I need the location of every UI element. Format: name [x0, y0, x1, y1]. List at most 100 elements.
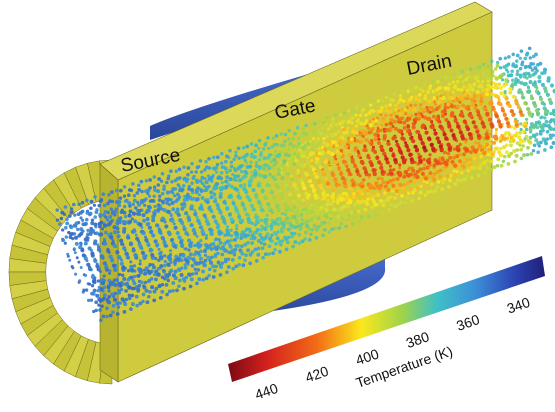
- particle: [443, 102, 448, 106]
- particle: [225, 239, 230, 244]
- particle: [225, 225, 230, 229]
- particle: [208, 208, 214, 213]
- particle: [229, 164, 234, 169]
- particle: [398, 166, 402, 170]
- particle: [276, 185, 281, 190]
- particle: [482, 144, 486, 149]
- particle: [102, 261, 107, 266]
- particle: [205, 185, 210, 190]
- particle: [383, 199, 387, 203]
- particle: [362, 166, 367, 171]
- particle: [289, 174, 293, 178]
- particle: [290, 234, 295, 239]
- particle: [222, 200, 227, 205]
- particle: [171, 273, 176, 278]
- particle: [291, 144, 296, 149]
- particle: [443, 112, 448, 116]
- particle: [296, 193, 301, 198]
- particle: [182, 224, 186, 228]
- particle: [215, 155, 220, 160]
- particle: [243, 233, 248, 238]
- particle: [123, 302, 128, 307]
- particle: [146, 242, 151, 248]
- particle: [269, 224, 274, 229]
- particle: [87, 266, 93, 272]
- particle: [337, 166, 342, 172]
- particle: [189, 204, 194, 209]
- particle: [248, 261, 253, 266]
- particle: [359, 206, 363, 210]
- particle: [66, 252, 70, 256]
- particle: [321, 120, 326, 125]
- particle: [311, 131, 316, 136]
- particle: [376, 140, 382, 146]
- particle: [246, 248, 251, 253]
- particle: [169, 268, 174, 273]
- particle: [146, 217, 150, 221]
- particle: [485, 142, 489, 147]
- particle: [496, 60, 500, 65]
- particle: [238, 178, 243, 183]
- particle: [119, 238, 124, 243]
- particle: [527, 74, 533, 79]
- particle: [325, 202, 330, 207]
- particle: [224, 154, 229, 159]
- particle: [116, 234, 121, 239]
- particle: [267, 206, 272, 211]
- particle: [90, 218, 95, 222]
- particle: [396, 202, 401, 207]
- particle: [374, 181, 379, 186]
- particle: [435, 185, 440, 189]
- particle: [475, 154, 479, 158]
- particle: [417, 98, 422, 103]
- particle: [465, 106, 470, 111]
- particle: [190, 272, 195, 276]
- particle: [435, 169, 440, 174]
- particle: [180, 187, 185, 192]
- particle: [283, 235, 288, 240]
- particle: [202, 184, 207, 188]
- particle: [113, 266, 118, 271]
- particle: [177, 284, 181, 288]
- particle: [195, 281, 199, 286]
- particle: [290, 224, 295, 229]
- particle: [475, 162, 480, 167]
- particle: [417, 152, 421, 156]
- particle: [340, 120, 345, 125]
- particle: [81, 253, 86, 258]
- particle: [254, 143, 258, 148]
- particle: [452, 85, 457, 90]
- particle: [496, 157, 501, 162]
- particle: [401, 90, 405, 94]
- particle: [272, 157, 277, 162]
- particle: [213, 199, 218, 204]
- particle: [369, 108, 374, 113]
- particle: [420, 140, 425, 146]
- particle: [353, 202, 357, 207]
- particle: [348, 198, 353, 204]
- particle: [359, 215, 364, 220]
- particle: [315, 227, 320, 232]
- particle: [78, 245, 83, 250]
- particle: [238, 218, 243, 223]
- particle: [117, 220, 122, 225]
- particle: [389, 117, 394, 122]
- particle: [322, 137, 326, 141]
- particle: [371, 199, 376, 204]
- particle: [328, 213, 333, 218]
- particle: [99, 220, 104, 225]
- particle: [314, 236, 319, 240]
- particle: [331, 140, 335, 145]
- particle: [432, 163, 437, 168]
- particle: [129, 307, 133, 311]
- particle: [424, 130, 429, 135]
- particle: [204, 160, 208, 164]
- particle: [283, 202, 288, 207]
- particle: [182, 177, 187, 181]
- particle: [412, 179, 417, 184]
- particle: [422, 166, 426, 171]
- particle: [286, 153, 291, 158]
- particle: [392, 168, 396, 172]
- particle: [181, 184, 186, 188]
- particle: [148, 262, 152, 267]
